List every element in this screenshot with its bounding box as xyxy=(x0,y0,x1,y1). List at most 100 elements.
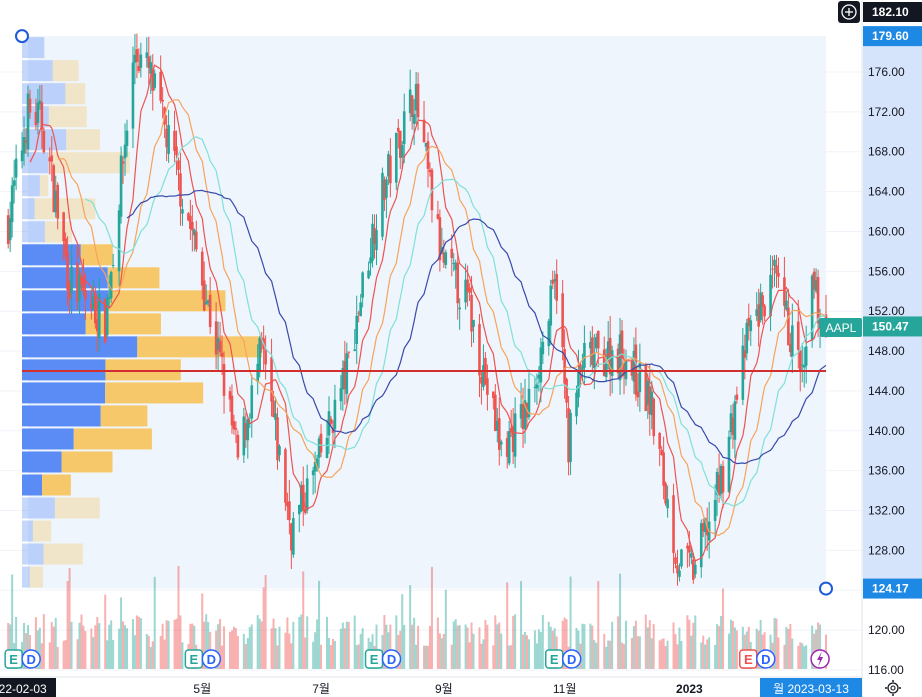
volume-bar xyxy=(385,624,388,669)
candle-body xyxy=(109,271,113,299)
candle-body xyxy=(34,112,38,126)
candle-body xyxy=(416,83,420,118)
candle-body xyxy=(650,391,654,416)
candle-body xyxy=(563,349,566,384)
candle-body xyxy=(256,363,259,382)
candle-body xyxy=(535,384,539,389)
candle-body xyxy=(339,388,343,402)
candle-body xyxy=(361,272,364,298)
candle-body xyxy=(367,270,370,279)
candle-body xyxy=(94,293,97,324)
time-label: 7월 xyxy=(312,682,330,696)
candle-body xyxy=(494,394,497,431)
volume-bar xyxy=(438,633,441,669)
range-handle-bottom[interactable] xyxy=(819,581,833,596)
candle-body xyxy=(331,427,335,433)
candle-body xyxy=(369,257,372,264)
volume-bar xyxy=(300,614,303,669)
candle-body xyxy=(381,172,384,237)
volume-bar xyxy=(302,571,305,669)
profile-up-bar xyxy=(22,83,66,105)
candle-body xyxy=(26,93,30,150)
candle-body xyxy=(555,273,558,301)
candle-body xyxy=(317,438,321,458)
price-tick-label: 160.00 xyxy=(868,224,905,238)
candle-body xyxy=(299,485,303,512)
volume-bar xyxy=(480,643,483,669)
settings-button[interactable] xyxy=(885,680,901,696)
candle-body xyxy=(153,73,157,88)
profile-down-bar xyxy=(105,382,204,404)
candle-body xyxy=(660,449,663,456)
time-axis[interactable] xyxy=(0,677,862,697)
candle-body xyxy=(305,478,309,511)
volume-bar xyxy=(623,643,626,669)
volume-bar xyxy=(688,619,691,669)
volume-bar xyxy=(11,574,14,669)
candle-body xyxy=(297,504,301,515)
volume-bar xyxy=(256,615,259,669)
candle-body xyxy=(107,296,111,300)
candle-body xyxy=(452,262,456,264)
candle-body xyxy=(232,421,236,430)
volume-bar xyxy=(603,633,606,669)
volume-bar xyxy=(306,616,309,669)
volume-bar xyxy=(9,624,12,669)
volume-bar xyxy=(327,637,330,669)
candle-body xyxy=(414,84,418,111)
volume-bar xyxy=(470,622,473,669)
volume-bar xyxy=(288,633,291,669)
volume-bar xyxy=(674,634,677,669)
profile-up-bar xyxy=(22,382,106,404)
symbol-tag[interactable]: AAPL xyxy=(820,318,862,337)
candle-body xyxy=(165,128,168,148)
volume-bar xyxy=(680,640,683,669)
candle-body xyxy=(816,277,820,324)
candle-body xyxy=(690,553,693,558)
candle-body xyxy=(28,98,32,113)
candle-body xyxy=(313,461,317,472)
candle-body xyxy=(699,523,703,568)
candle-body xyxy=(105,298,109,336)
volume-bar xyxy=(331,638,334,669)
price-tick-label: 176.00 xyxy=(868,65,905,79)
volume-bar xyxy=(399,630,402,669)
candle-body xyxy=(375,230,378,251)
volume-bar xyxy=(498,622,501,669)
volume-bar xyxy=(314,632,317,669)
volume-bar xyxy=(339,628,342,669)
candle-body xyxy=(66,251,69,290)
volume-bar xyxy=(777,637,780,669)
candle-body xyxy=(703,518,707,533)
candle-body xyxy=(436,214,440,219)
time-tag-label: 2022-02-03 xyxy=(0,682,47,696)
volume-bar xyxy=(78,622,81,669)
ma-cyan-line xyxy=(85,136,827,507)
volume-bar xyxy=(652,624,655,669)
candle-body xyxy=(458,307,461,310)
volume-bar xyxy=(145,633,148,669)
volume-bar xyxy=(403,624,406,669)
volume-bar xyxy=(811,625,814,669)
lightning-icon[interactable] xyxy=(810,649,830,669)
volume-bar xyxy=(357,644,360,669)
add-button[interactable] xyxy=(838,1,860,23)
volume-bar xyxy=(541,614,544,669)
profile-down-bar xyxy=(29,566,43,588)
candle-body xyxy=(68,283,71,299)
candle-body xyxy=(6,215,10,244)
candle-body xyxy=(547,321,551,347)
candle-body xyxy=(78,275,81,301)
candle-body xyxy=(147,56,151,69)
candle-body xyxy=(464,279,467,303)
candle-body xyxy=(303,508,307,513)
range-handle-top[interactable] xyxy=(15,29,29,44)
candle-body xyxy=(276,417,279,461)
volume-bar xyxy=(482,639,485,669)
